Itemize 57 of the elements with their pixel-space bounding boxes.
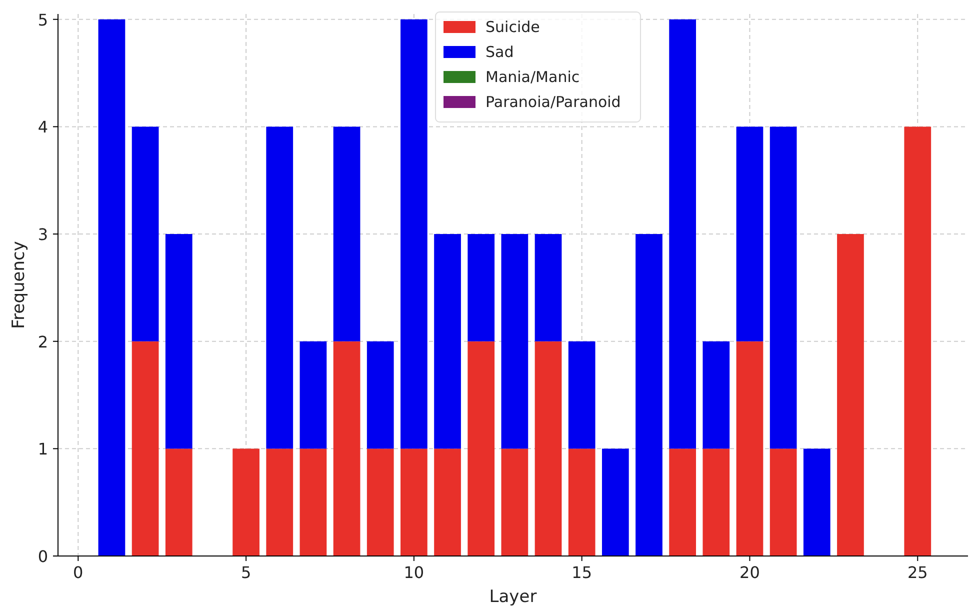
bar xyxy=(904,126,932,556)
bar xyxy=(400,448,428,556)
bar xyxy=(266,448,294,556)
y-tick-label: 4 xyxy=(38,118,48,137)
bar xyxy=(468,341,495,556)
bar xyxy=(534,341,562,556)
bar xyxy=(837,234,864,556)
bar xyxy=(400,19,428,449)
bar xyxy=(636,234,662,556)
bar xyxy=(669,448,696,556)
bar xyxy=(736,341,764,556)
bar xyxy=(736,126,764,342)
y-tick-label: 2 xyxy=(38,332,48,352)
bar xyxy=(534,234,562,342)
y-axis-title: Frequency xyxy=(9,241,29,329)
x-axis-title: Layer xyxy=(489,587,537,607)
bar xyxy=(669,19,696,449)
bar xyxy=(300,341,327,449)
legend-label: Mania/Manic xyxy=(486,68,580,86)
x-tick-label: 15 xyxy=(572,563,592,582)
bar xyxy=(568,448,596,556)
bar xyxy=(333,341,360,556)
bar xyxy=(266,126,294,449)
bar xyxy=(232,448,260,556)
x-tick-label: 20 xyxy=(740,563,760,582)
y-tick-label: 0 xyxy=(38,547,48,566)
bar xyxy=(132,341,159,556)
bar xyxy=(434,234,461,449)
bar xyxy=(434,448,461,556)
x-tick-label: 0 xyxy=(73,563,84,582)
x-tick-label: 25 xyxy=(907,563,928,582)
y-tick-label: 1 xyxy=(38,440,48,459)
y-tick-label: 5 xyxy=(38,10,48,30)
bar xyxy=(333,126,360,342)
bar xyxy=(770,126,797,449)
bar xyxy=(803,448,830,556)
bar xyxy=(770,448,797,556)
bar xyxy=(300,448,327,556)
y-tick-label: 3 xyxy=(38,225,48,244)
legend-label: Sad xyxy=(486,43,514,61)
x-tick-label: 5 xyxy=(240,563,252,582)
bar xyxy=(165,448,192,556)
bar xyxy=(568,341,596,449)
bar xyxy=(602,448,629,556)
bar xyxy=(366,448,394,556)
bar xyxy=(468,234,495,342)
bar xyxy=(702,341,730,449)
x-tick-label: 10 xyxy=(404,563,424,582)
bar xyxy=(501,234,528,449)
bar xyxy=(98,19,126,556)
bar xyxy=(165,234,192,449)
bar xyxy=(366,341,394,449)
bar xyxy=(702,448,730,556)
bar xyxy=(132,126,159,342)
legend-label: Suicide xyxy=(486,18,540,36)
legend-label: Paranoia/Paranoid xyxy=(486,93,621,111)
bar xyxy=(501,448,528,556)
